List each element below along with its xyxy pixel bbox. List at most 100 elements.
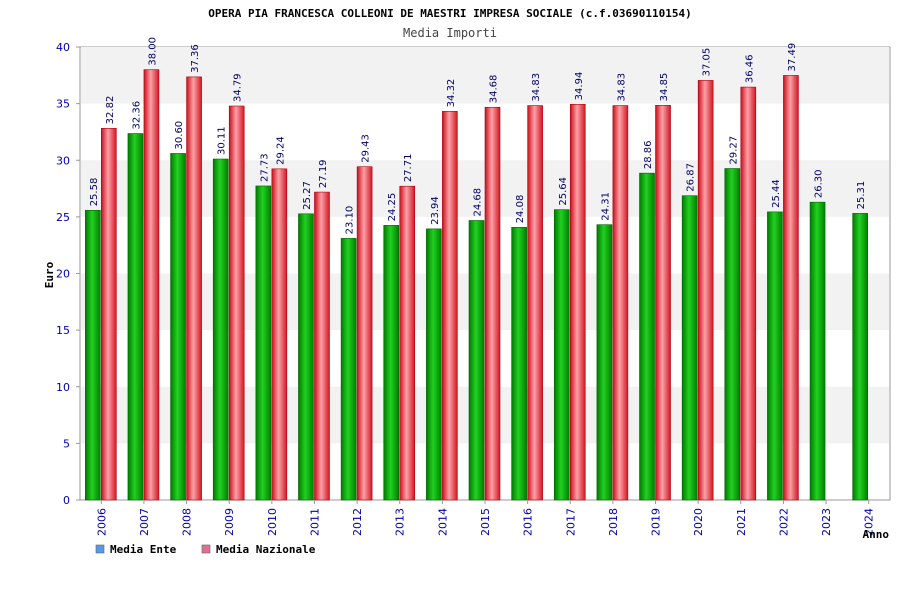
value-label: 29.27 xyxy=(728,136,739,165)
value-label: 30.60 xyxy=(174,121,185,150)
bar-media-ente xyxy=(170,153,186,501)
x-tick-label: 2011 xyxy=(308,508,321,536)
bar-media-nazionale xyxy=(697,80,714,501)
bar-media-nazionale xyxy=(101,128,117,501)
value-label: 27.19 xyxy=(318,159,329,188)
bar-media-ente xyxy=(724,168,741,501)
value-label: 23.10 xyxy=(345,206,356,235)
value-label: 37.49 xyxy=(787,43,798,72)
x-tick-label: 2006 xyxy=(95,508,108,536)
bar-media-ente xyxy=(426,228,442,501)
x-tick-label: 2021 xyxy=(735,508,748,536)
x-tick-label: 2010 xyxy=(266,508,279,536)
value-label: 29.24 xyxy=(275,136,286,165)
bar-media-ente xyxy=(767,211,783,501)
bar-media-ente xyxy=(852,213,868,501)
y-tick-label: 25 xyxy=(56,211,70,224)
y-axis-ticks: 0 5 10 15 20 25 30 35 40 xyxy=(56,41,80,507)
value-label: 25.31 xyxy=(856,181,867,210)
y-tick-label: 30 xyxy=(56,154,70,167)
bar-media-nazionale xyxy=(228,105,245,501)
bar-media-ente xyxy=(255,185,272,501)
value-labels-layer: 25.58 32.82 32.36 38.00 30.60 37.36 30.11 34.79… xyxy=(89,37,867,234)
bar-media-nazionale xyxy=(186,76,202,501)
bar-media-nazionale xyxy=(612,105,629,501)
value-label: 24.25 xyxy=(387,193,398,222)
value-label: 32.36 xyxy=(131,101,142,130)
bar-media-nazionale xyxy=(314,191,330,501)
value-label: 25.44 xyxy=(771,179,782,208)
x-tick-label: 2013 xyxy=(394,508,407,536)
x-tick-label: 2022 xyxy=(777,508,790,536)
value-label: 38.00 xyxy=(147,37,158,66)
y-tick-label: 20 xyxy=(56,268,70,281)
bar-media-nazionale xyxy=(527,105,543,501)
x-tick-label: 2009 xyxy=(223,508,236,536)
bar-media-ente xyxy=(596,224,613,501)
bar-media-ente xyxy=(85,210,101,501)
value-label: 34.85 xyxy=(659,73,670,102)
value-label: 25.58 xyxy=(89,178,100,207)
bar-media-nazionale xyxy=(655,105,671,501)
value-label: 34.79 xyxy=(233,73,244,102)
value-label: 23.94 xyxy=(430,196,441,225)
value-label: 26.30 xyxy=(814,170,825,199)
bar-media-ente xyxy=(809,201,826,501)
x-tick-label: 2015 xyxy=(479,508,492,536)
x-tick-label: 2023 xyxy=(820,508,833,536)
x-tick-label: 2012 xyxy=(351,508,364,536)
y-tick-label: 15 xyxy=(56,324,70,337)
value-label: 24.31 xyxy=(600,192,611,221)
value-label: 24.08 xyxy=(515,195,526,224)
legend-label: Media Ente xyxy=(110,543,177,556)
bar-media-nazionale xyxy=(484,106,501,501)
y-tick-label: 35 xyxy=(56,98,70,111)
bar-media-ente xyxy=(127,133,144,501)
legend-label: Media Nazionale xyxy=(216,543,316,556)
y-tick-label: 5 xyxy=(63,437,70,450)
value-label: 25.64 xyxy=(558,177,569,206)
x-tick-label: 2019 xyxy=(650,508,663,536)
bar-media-nazionale xyxy=(442,111,458,501)
x-tick-label: 2024 xyxy=(863,508,876,536)
bar-media-ente xyxy=(468,220,485,501)
value-label: 34.83 xyxy=(616,73,627,102)
x-tick-label: 2008 xyxy=(181,508,194,536)
y-tick-label: 0 xyxy=(63,494,70,507)
x-tick-label: 2020 xyxy=(692,508,705,536)
bar-media-ente xyxy=(511,226,527,501)
grid-band xyxy=(81,47,889,104)
bar-media-ente xyxy=(553,209,570,501)
x-tick-label: 2018 xyxy=(607,508,620,536)
value-label: 34.83 xyxy=(531,73,542,102)
chart-subtitle: Media Importi xyxy=(403,26,497,40)
value-label: 27.73 xyxy=(259,153,270,182)
bar-media-ente xyxy=(681,195,698,501)
value-label: 30.11 xyxy=(217,126,228,155)
value-label: 37.36 xyxy=(190,44,201,73)
bar-media-ente xyxy=(340,238,357,501)
value-label: 27.71 xyxy=(403,154,414,183)
x-tick-label: 2007 xyxy=(138,508,151,536)
bar-media-ente xyxy=(639,172,655,501)
bar-media-nazionale xyxy=(143,69,160,501)
bar-media-nazionale xyxy=(783,75,799,501)
bar-media-nazionale xyxy=(271,168,288,501)
x-axis-ticks: 2006 2007 2008 2009 2010 2011 2012 2013 2014 2015… xyxy=(95,500,876,536)
bar-media-ente xyxy=(383,225,400,501)
x-tick-label: 2017 xyxy=(564,508,577,536)
y-tick-label: 10 xyxy=(56,381,70,394)
bar-media-ente xyxy=(212,158,229,501)
value-label: 37.05 xyxy=(702,48,713,77)
value-label: 34.68 xyxy=(489,75,500,104)
bar-media-nazionale xyxy=(740,86,757,501)
value-label: 28.86 xyxy=(643,141,654,170)
value-label: 25.27 xyxy=(302,181,313,210)
legend-swatch xyxy=(201,544,211,554)
bar-media-nazionale xyxy=(356,166,373,501)
bar-media-nazionale xyxy=(399,185,416,501)
value-label: 34.94 xyxy=(574,72,585,101)
value-label: 36.46 xyxy=(744,54,755,83)
value-label: 24.68 xyxy=(473,188,484,217)
